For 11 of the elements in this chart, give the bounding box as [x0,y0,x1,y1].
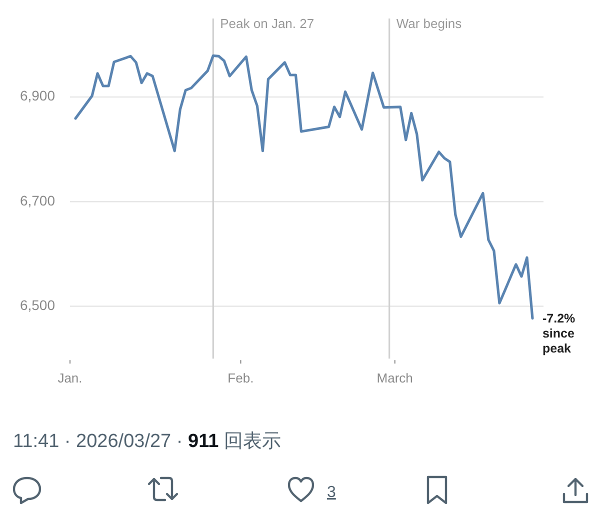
x-tick-label: Feb. [228,370,254,386]
text: 11:41 · 2026/03/27 · 911 回表示 [13,431,281,452]
x-tick-label: Jan. [58,370,82,386]
y-tick-label: 6,900 [20,88,56,104]
annotation: -7.2% since peak [542,312,576,356]
text: 3 [327,484,336,501]
y-tick-label: 6,700 [20,192,56,208]
y-tick-label: 6,500 [20,296,56,313]
x-tick-label: March [376,370,413,386]
ref-line-label: War begins [396,16,462,31]
ref-line-label: Peak on Jan. 27 [220,16,314,31]
